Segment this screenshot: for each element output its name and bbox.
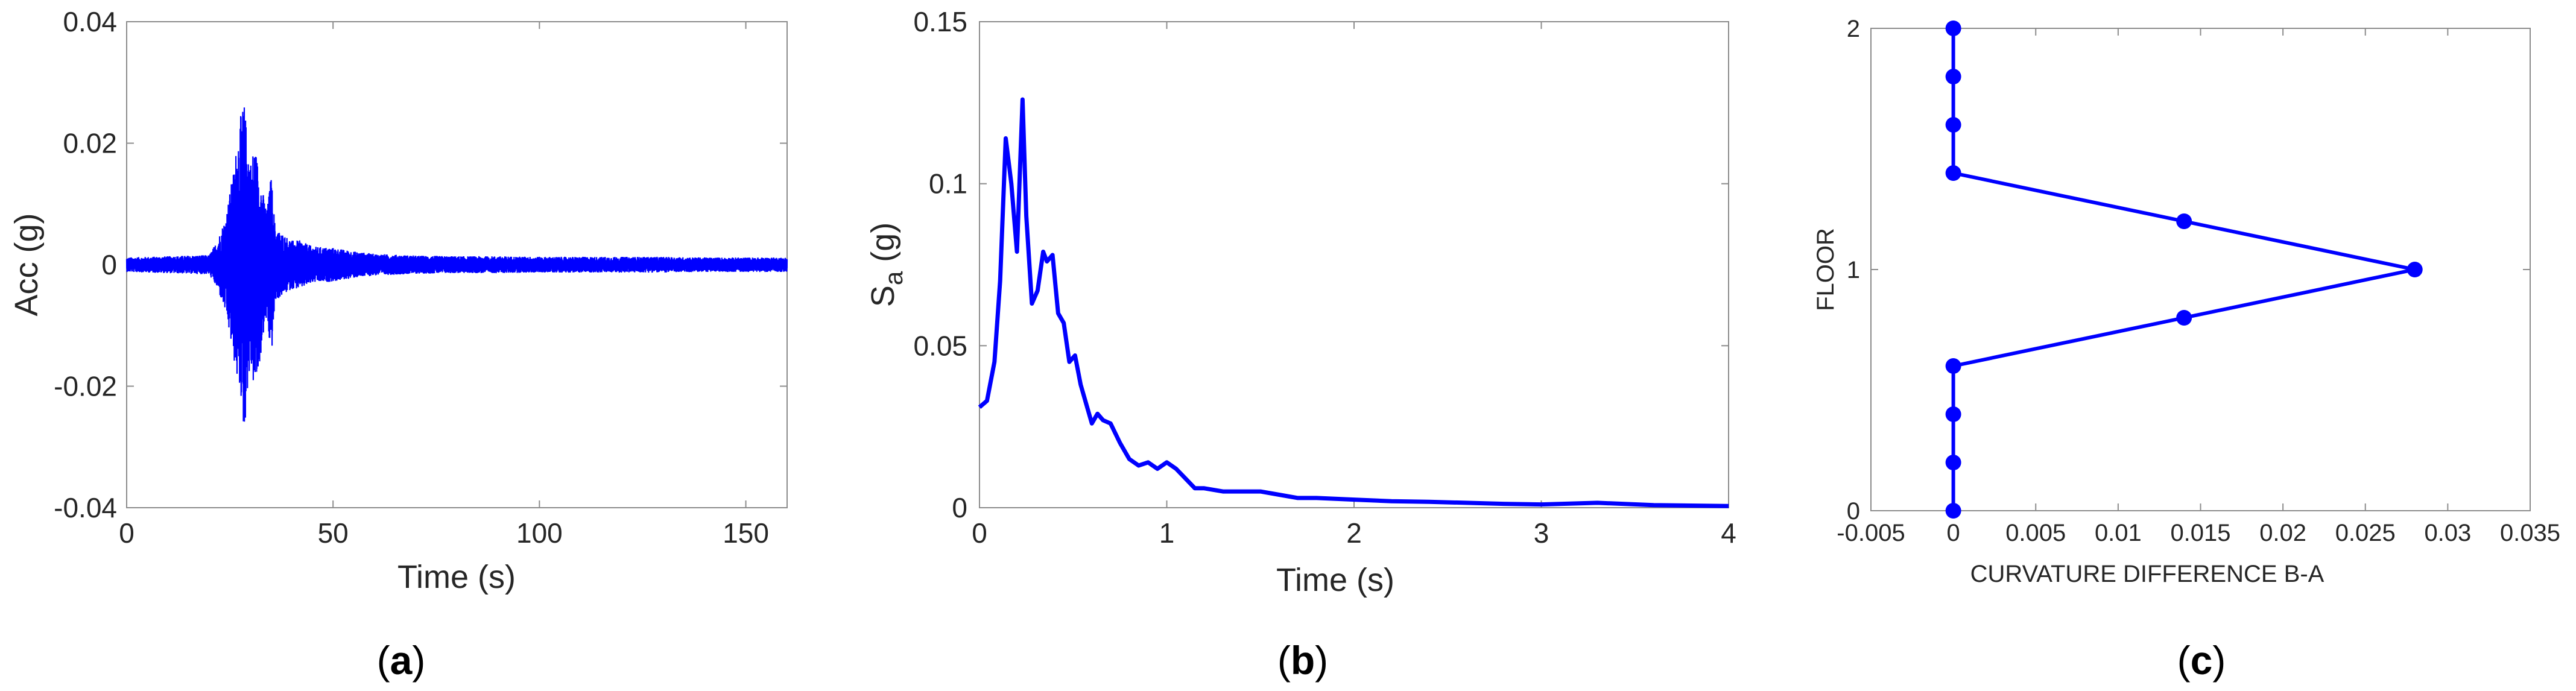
curvature-difference-point [1945,117,1961,133]
x-tick-label: 0.035 [2500,520,2560,546]
acceleration-series-line [125,107,788,422]
x-tick-label: 0.03 [2424,520,2471,546]
x-tick-label: 4 [1721,517,1736,549]
x-tick-label: 0.025 [2335,520,2396,546]
x-ticks-c: -0.005 0 0.005 0.01 0.015 0.02 0.025 0.03 0.035 [1837,28,2560,546]
series-c [1945,21,2423,519]
x-axis-label-c: CURVATURE DIFFERENCE B-A [1970,561,2324,587]
y-ticks-c: 0 1 2 [1847,16,2530,525]
panel-a: 0 50 100 150 -0.04 -0.02 0 0.02 0.04 Time (s) A… [8,6,788,683]
y-axis-label-c: FLOOR [1812,228,1839,311]
curvature-difference-point [1945,69,1961,84]
panel-c: -0.005 0 0.005 0.01 0.015 0.02 0.025 0.03 0.035 … [1812,16,2560,683]
x-tick-label: 0.015 [2170,520,2230,546]
x-tick-label: 2 [1346,517,1362,549]
curvature-difference-series-line [1951,28,2417,511]
x-axis-label-b: Time (s) [1276,562,1394,598]
x-tick-label: 150 [723,517,769,549]
y-tick-label: 0 [952,492,967,523]
curvature-difference-point [2176,213,2192,229]
y-tick-label: 0.05 [913,330,967,361]
y-tick-label: -0.02 [54,371,117,402]
x-ticks-a: 0 50 100 150 [119,22,769,549]
curvature-difference-point [1945,165,1961,181]
y-tick-label: 2 [1847,16,1860,42]
y-axis-label-a: Acc (g) [8,213,45,316]
x-tick-label: -0.005 [1837,520,1905,546]
y-tick-label: 0.02 [63,128,117,159]
x-tick-label: 0.005 [2005,520,2066,546]
x-tick-label: 1 [1159,517,1175,549]
x-tick-label: 0 [972,517,987,549]
y-tick-label: 0 [1847,498,1860,525]
y-ticks-b: 0 0.05 0.1 0.15 [913,6,1729,523]
curvature-difference-point [1945,503,1961,519]
plot-frame-b [979,21,1729,508]
y-ticks-a: -0.04 -0.02 0 0.02 0.04 [54,6,787,523]
curvature-difference-point [2176,310,2192,326]
x-tick-label: 50 [318,517,349,549]
y-tick-label: 1 [1847,257,1860,283]
x-tick-label: 3 [1534,517,1549,549]
x-tick-label: 0.01 [2095,520,2142,546]
panel-label-c: (c) [2177,638,2226,683]
x-tick-label: 0 [1947,520,1960,546]
x-tick-label: 0.02 [2259,520,2306,546]
spectral-acceleration-series-line [978,97,1729,508]
curvature-difference-point [1945,21,1961,36]
y-axis-label-b: Sa (g) [865,222,908,307]
panel-b: 0 1 2 3 4 0 0.05 0.1 0.15 Time (s) Sa (g) (b) [865,6,1736,683]
y-tick-label: 0.15 [913,6,967,37]
curvature-difference-point [1945,455,1961,470]
y-tick-label: 0.04 [63,6,117,37]
x-tick-label: 0 [119,517,134,549]
x-ticks-b: 0 1 2 3 4 [972,22,1736,549]
y-tick-label: 0.1 [929,168,967,200]
plot-frame-c [1870,28,2531,511]
curvature-difference-point [1945,358,1961,374]
panel-label-a: (a) [377,638,426,683]
series-b [978,97,1729,508]
series-a [125,107,788,422]
curvature-difference-point [2407,262,2423,277]
y-tick-label: -0.04 [54,492,117,523]
x-tick-label: 100 [516,517,563,549]
curvature-difference-point [1945,406,1961,422]
panel-label-b: (b) [1277,638,1328,683]
y-tick-label: 0 [101,249,117,280]
x-axis-label-a: Time (s) [397,559,516,595]
